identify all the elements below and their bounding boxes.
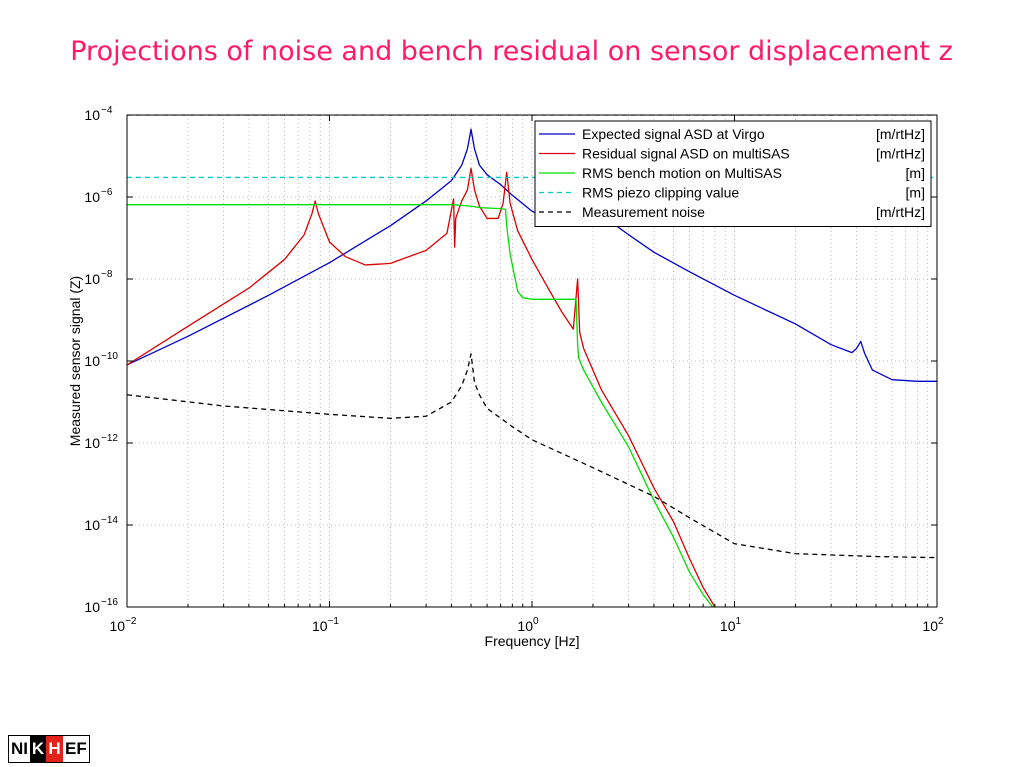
legend-entry-unit: [m] xyxy=(906,165,925,181)
x-axis-label: Frequency [Hz] xyxy=(485,633,580,649)
legend-entry-unit: [m] xyxy=(906,185,925,201)
x-tick-label: 102 xyxy=(922,616,944,634)
series-line xyxy=(127,353,937,559)
legend: Expected signal ASD at Virgo [m/rtHz] Resi… xyxy=(534,120,932,227)
y-tick-label: 10 xyxy=(84,517,100,533)
legend-entry-unit: [m/rtHz] xyxy=(876,126,925,142)
y-tick-exponent: −16 xyxy=(101,597,118,608)
y-tick-label: 10 xyxy=(84,599,100,615)
y-tick-label: 10 xyxy=(84,353,100,369)
legend-entry-unit: [m/rtHz] xyxy=(876,204,925,220)
legend-entry-name: Expected signal ASD at Virgo xyxy=(582,126,765,142)
y-tick-label: 10 xyxy=(84,107,100,123)
logo-text-right: EF xyxy=(63,736,89,762)
y-tick-exponent: −8 xyxy=(101,269,113,280)
logo-text-k: K xyxy=(30,736,46,762)
nikhef-logo: NI K H EF xyxy=(8,735,90,763)
legend-entry-name: RMS piezo clipping value xyxy=(582,185,739,201)
legend-entry-name: Residual signal ASD on multiSAS xyxy=(582,146,790,162)
legend-entry-name: Measurement noise xyxy=(582,204,705,220)
y-tick-exponent: −12 xyxy=(101,433,118,444)
x-tick-label: 10−2 xyxy=(110,616,137,634)
y-tick-exponent: −14 xyxy=(101,515,118,526)
y-tick-exponent: −6 xyxy=(101,187,113,198)
y-tick-label: 10 xyxy=(84,435,100,451)
legend-box xyxy=(534,120,932,227)
y-tick-exponent: −4 xyxy=(101,105,113,116)
legend-entry-name: RMS bench motion on MultiSAS xyxy=(582,165,782,181)
y-tick-label: 10 xyxy=(84,271,100,287)
logo-text-h: H xyxy=(46,736,63,762)
legend-entry-unit: [m/rtHz] xyxy=(876,146,925,162)
logo-text-left: NI xyxy=(9,736,30,762)
y-tick-label: 10 xyxy=(84,189,100,205)
x-tick-label: 101 xyxy=(720,616,742,634)
series-line xyxy=(127,204,714,607)
series-line xyxy=(127,167,716,607)
x-tick-label: 10−1 xyxy=(312,616,339,634)
grid-lines xyxy=(127,115,937,607)
y-tick-exponent: −10 xyxy=(101,351,118,362)
y-axis-label: Measured sensor signal (Z) xyxy=(67,276,83,446)
series-lines xyxy=(127,115,937,607)
slide-title: Projections of noise and bench residual … xyxy=(70,36,953,67)
x-tick-label: 100 xyxy=(517,616,539,634)
